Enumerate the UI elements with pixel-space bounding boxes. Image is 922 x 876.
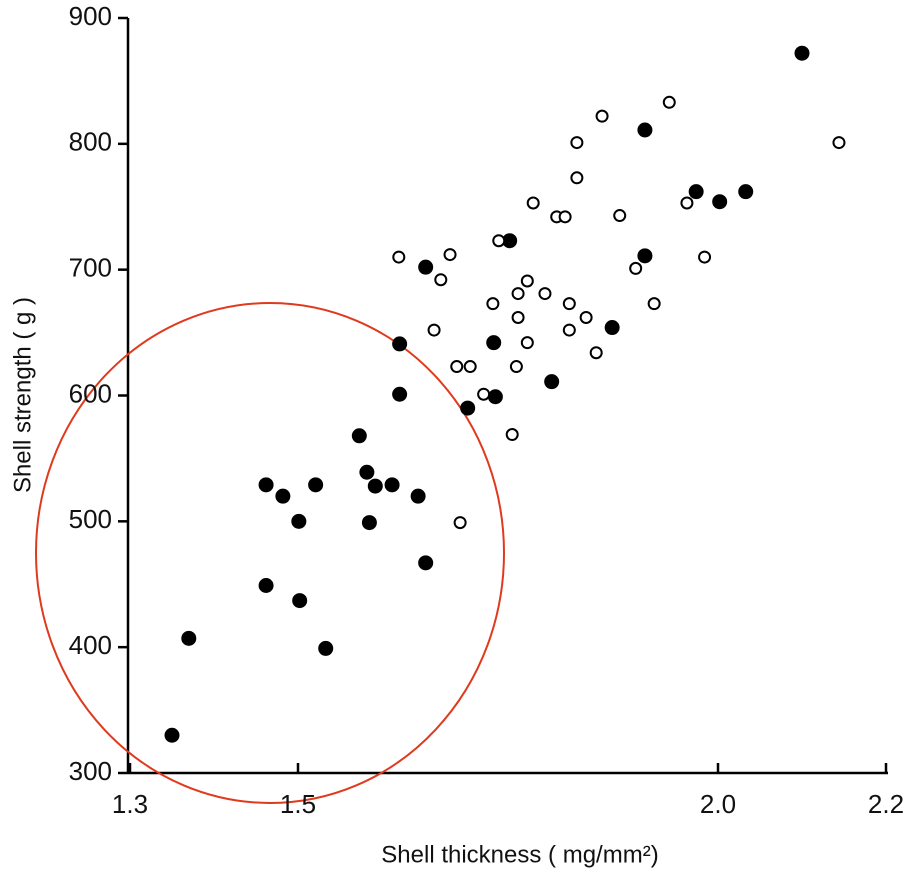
open-point xyxy=(392,250,406,264)
x-tick-label: 1.5 xyxy=(280,789,316,819)
filled-point xyxy=(410,488,426,504)
open-point xyxy=(463,360,477,374)
filled-point xyxy=(181,630,197,646)
open-point xyxy=(595,109,609,123)
x-tick-label: 2.0 xyxy=(700,789,736,819)
open-point xyxy=(520,336,534,350)
x-tick-label: 2.2 xyxy=(868,789,904,819)
open-point xyxy=(558,210,572,224)
filled-point xyxy=(361,515,377,531)
filled-point xyxy=(351,428,367,444)
filled-point xyxy=(318,640,334,656)
y-tick-label: 900 xyxy=(69,1,112,31)
open-point xyxy=(511,310,525,324)
y-tick-label: 400 xyxy=(69,630,112,660)
open-point xyxy=(492,234,506,248)
open-point xyxy=(629,261,643,275)
filled-point xyxy=(460,400,476,416)
filled-point xyxy=(712,194,728,210)
open-point xyxy=(486,297,500,311)
open-point xyxy=(613,209,627,223)
open-point xyxy=(509,360,523,374)
filled-point xyxy=(308,477,324,493)
open-point xyxy=(662,95,676,109)
open-point xyxy=(570,136,584,150)
y-tick-label: 500 xyxy=(69,504,112,534)
open-point xyxy=(647,297,661,311)
open-point xyxy=(562,297,576,311)
y-tick-label: 700 xyxy=(69,253,112,283)
filled-point xyxy=(738,184,754,200)
filled-point xyxy=(359,464,375,480)
filled-point xyxy=(688,184,704,200)
open-point xyxy=(443,248,457,262)
filled-point xyxy=(604,320,620,336)
filled-point xyxy=(392,336,408,352)
filled-point xyxy=(258,477,274,493)
y-tick-label: 600 xyxy=(69,378,112,408)
open-point xyxy=(579,310,593,324)
open-point xyxy=(570,171,584,185)
filled-point xyxy=(164,727,180,743)
open-point xyxy=(511,287,525,301)
open-point xyxy=(698,250,712,264)
open-point xyxy=(434,273,448,287)
filled-point xyxy=(486,335,502,351)
filled-point xyxy=(487,389,503,405)
filled-point xyxy=(275,488,291,504)
open-point xyxy=(505,428,519,442)
open-point xyxy=(450,360,464,374)
open-point xyxy=(589,346,603,360)
x-axis-label: Shell thickness ( mg/mm²) xyxy=(381,841,658,868)
filled-point xyxy=(637,248,653,264)
filled-point xyxy=(258,578,274,594)
filled-point xyxy=(384,477,400,493)
open-point xyxy=(520,274,534,288)
open-point xyxy=(453,516,467,530)
filled-point xyxy=(291,513,307,529)
open-point xyxy=(526,196,540,210)
filled-point xyxy=(292,593,308,609)
filled-point xyxy=(794,45,810,61)
highlight-ellipse xyxy=(35,302,505,804)
filled-point xyxy=(367,478,383,494)
open-point xyxy=(427,323,441,337)
filled-point xyxy=(392,386,408,402)
x-tick-label: 1.3 xyxy=(112,789,148,819)
open-point xyxy=(680,196,694,210)
filled-point xyxy=(544,374,560,390)
open-point xyxy=(538,287,552,301)
filled-point xyxy=(418,259,434,275)
y-axis-label: Shell strength ( g ) xyxy=(9,297,36,493)
filled-point xyxy=(637,122,653,138)
y-tick-label: 800 xyxy=(69,127,112,157)
open-point xyxy=(477,387,491,401)
filled-point xyxy=(418,555,434,571)
y-tick-label: 300 xyxy=(69,756,112,786)
open-point xyxy=(832,136,846,150)
open-point xyxy=(562,323,576,337)
